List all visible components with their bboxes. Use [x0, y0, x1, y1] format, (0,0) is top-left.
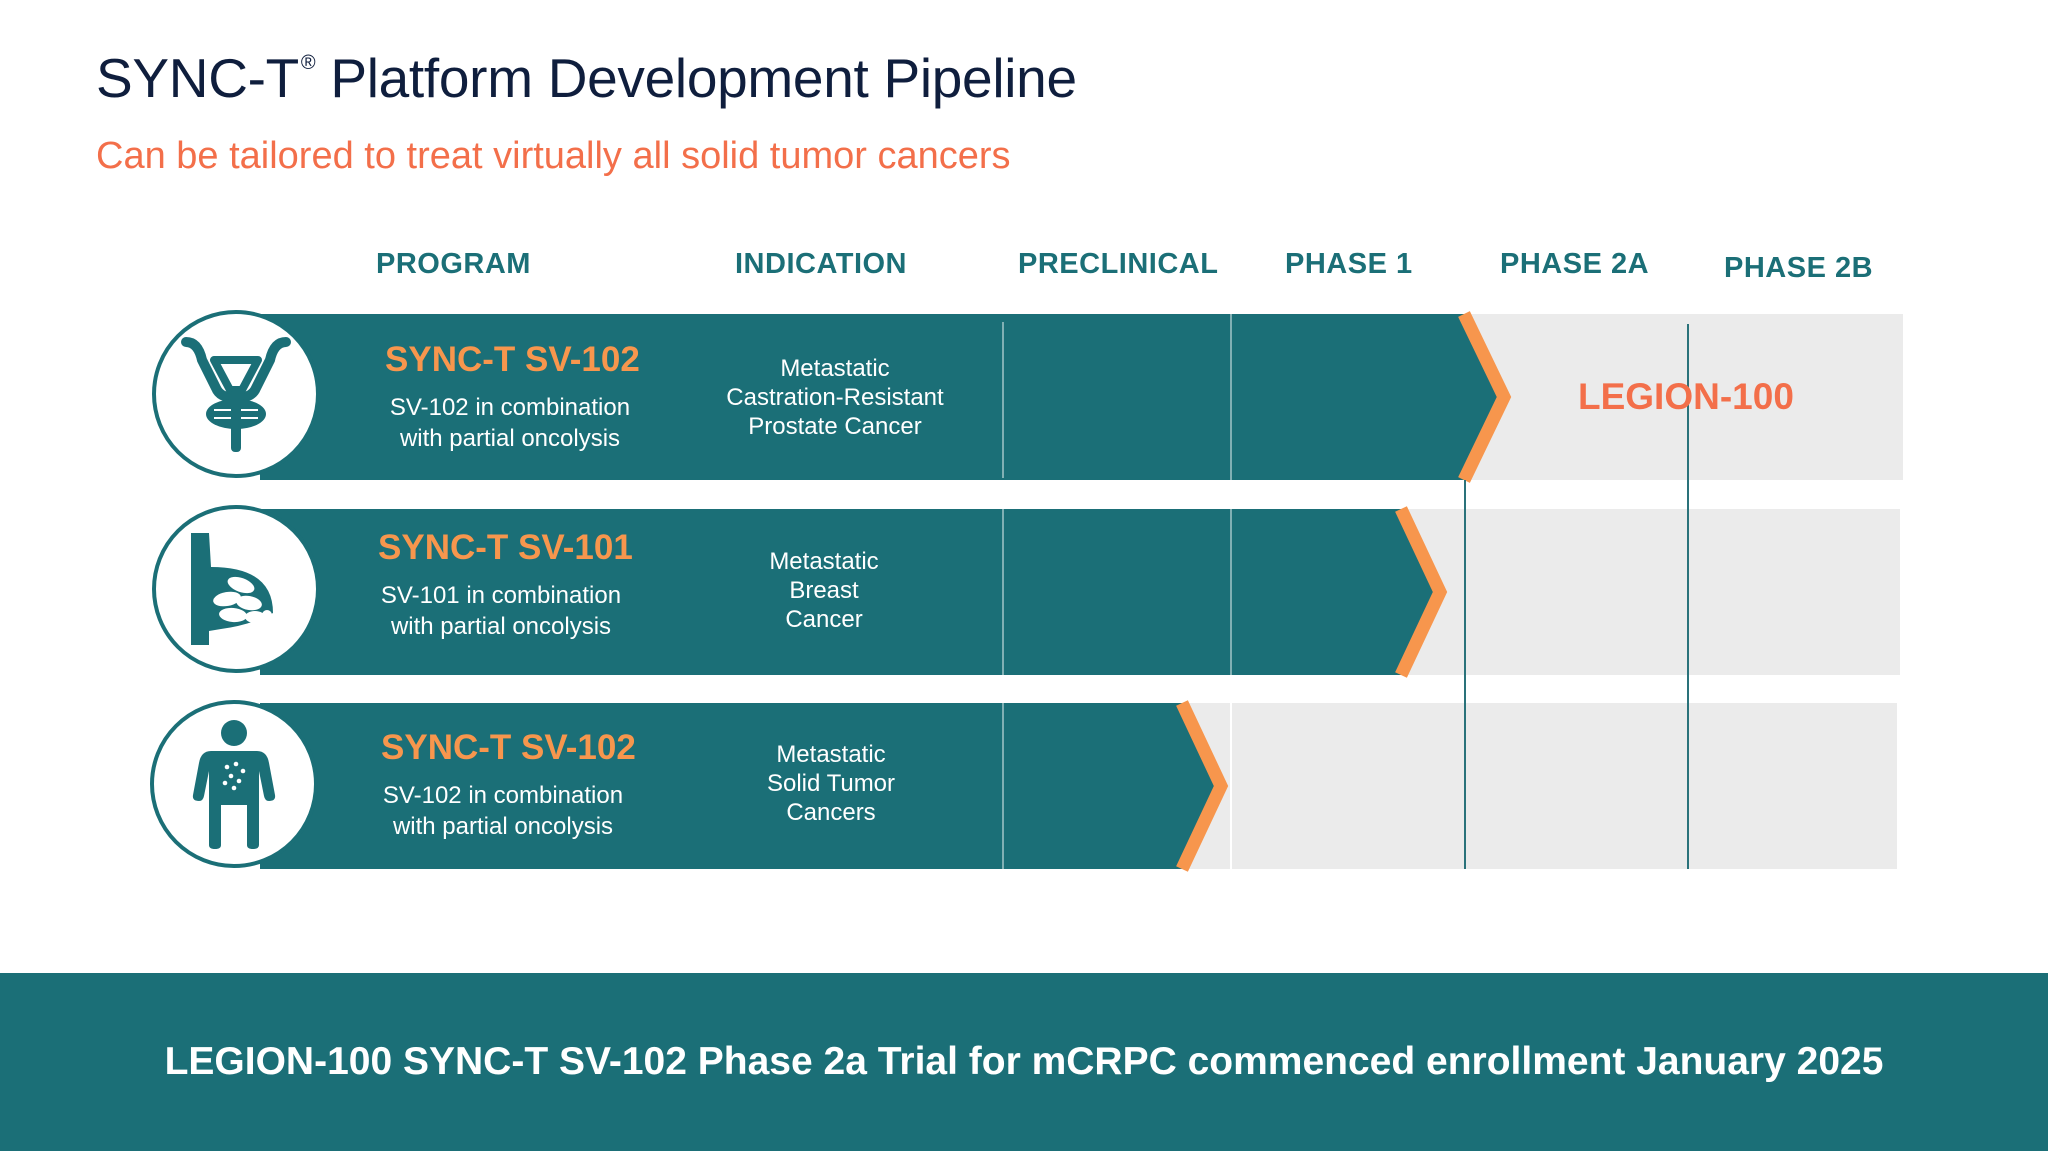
column-header-preclinical: PRECLINICAL	[1018, 248, 1219, 280]
indication-line: Breast	[789, 577, 859, 604]
program-desc-line: with partial oncolysis	[392, 813, 614, 840]
program-name-row-3: SYNC-T SV-102	[381, 728, 636, 767]
column-header-program: PROGRAM	[376, 248, 531, 280]
indication-row-3: Metastatic Solid Tumor Cancers	[701, 740, 961, 827]
prostate-icon	[152, 310, 320, 478]
divider-phase1-row-3	[1230, 703, 1232, 869]
progress-arrow-row-1	[1458, 311, 1512, 483]
column-header-indication: INDICATION	[735, 248, 908, 280]
program-desc-line: with partial oncolysis	[399, 425, 621, 452]
indication-line: Prostate Cancer	[748, 413, 922, 440]
progress-arrow-row-2	[1395, 506, 1448, 678]
breast-icon	[152, 505, 320, 673]
indication-line: Metastatic	[769, 548, 879, 575]
indication-line: Cancers	[786, 799, 876, 826]
indication-line: Cancer	[785, 606, 863, 633]
program-desc-line: SV-102 in combination	[382, 782, 624, 809]
progress-fill-row-3	[260, 703, 1221, 869]
footer-banner: LEGION-100 SYNC-T SV-102 Phase 2a Trial …	[0, 973, 2048, 1151]
program-desc-row-1: SV-102 in combination with partial oncol…	[365, 392, 655, 454]
progress-bar-row-1	[260, 311, 1512, 483]
registered-mark: ®	[300, 52, 316, 74]
indication-line: Solid Tumor	[766, 770, 896, 797]
divider-preclinical-row-1	[1002, 322, 1004, 478]
title-rest: Platform Development Pipeline	[330, 47, 1077, 109]
progress-fill-row-2	[260, 509, 1440, 675]
program-desc-line: SV-101 in combination	[380, 582, 622, 609]
phase-2a-line	[1464, 480, 1466, 869]
program-desc-line: with partial oncolysis	[390, 613, 612, 640]
indication-row-2: Metastatic Breast Cancer	[694, 547, 954, 634]
progress-arrow-row-3	[1176, 700, 1229, 872]
indication-row-1: Metastatic Castration-Resistant Prostate…	[705, 354, 965, 441]
trial-label-legion: LEGION-100	[1578, 376, 1794, 417]
program-desc-line: SV-102 in combination	[389, 394, 631, 421]
indication-line: Metastatic	[776, 741, 886, 768]
column-header-phase2a: PHASE 2A	[1500, 248, 1650, 280]
phase-2b-line	[1687, 324, 1689, 869]
column-header-phase1: PHASE 1	[1285, 248, 1413, 280]
program-desc-row-3: SV-102 in combination with partial oncol…	[358, 780, 648, 842]
divider-preclinical-row-2	[1002, 509, 1004, 675]
program-name-row-1: SYNC-T SV-102	[385, 340, 640, 379]
progress-bar-row-2	[260, 506, 1448, 678]
program-desc-row-2: SV-101 in combination with partial oncol…	[356, 580, 646, 642]
progress-fill-row-1	[260, 314, 1504, 480]
progress-bar-row-3	[260, 700, 1229, 872]
human-figure-icon	[150, 700, 318, 868]
indication-line: Metastatic	[780, 355, 890, 382]
divider-preclinical-row-3	[1002, 703, 1004, 869]
footer-announcement: LEGION-100 SYNC-T SV-102 Phase 2a Trial …	[164, 1040, 1884, 1083]
column-header-phase2b: PHASE 2B	[1724, 252, 1874, 284]
program-name-row-2: SYNC-T SV-101	[378, 528, 633, 567]
divider-phase1-row-2	[1230, 509, 1232, 675]
title-brand: SYNC-T	[96, 47, 299, 109]
page-title: SYNC-T ® Platform Development Pipeline	[96, 46, 1077, 110]
divider-phase1-row-1	[1230, 314, 1232, 480]
page-subtitle: Can be tailored to treat virtually all s…	[96, 135, 1011, 177]
indication-line: Castration-Resistant	[726, 384, 944, 411]
